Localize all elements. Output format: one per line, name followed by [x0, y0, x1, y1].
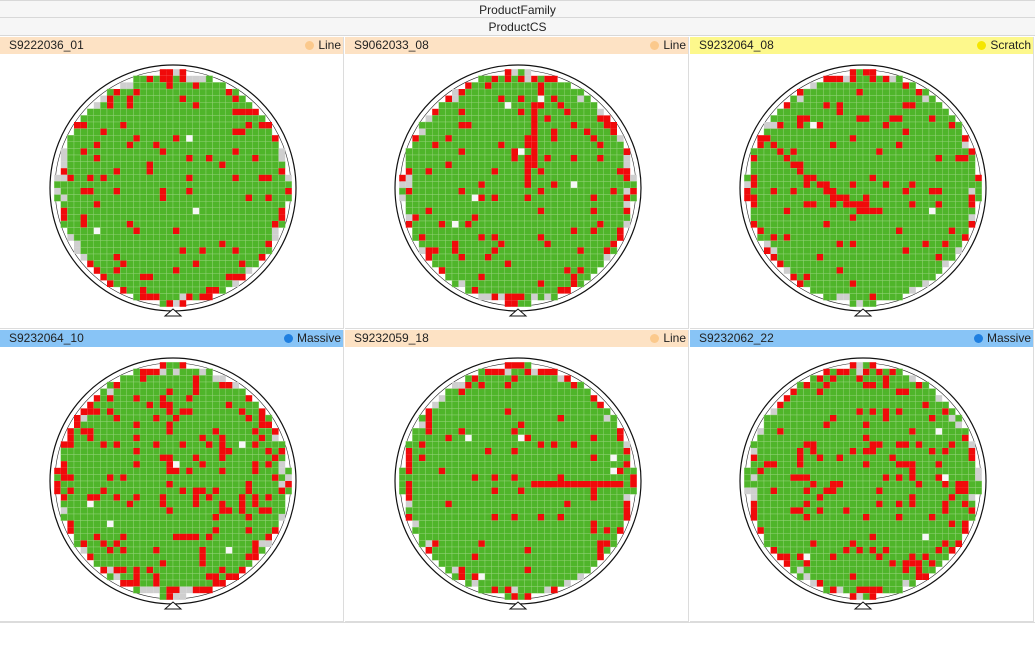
pattern-dot-icon [650, 41, 659, 50]
pattern-tag: Line [650, 330, 686, 347]
wafer-id-label: S9232062_22 [699, 330, 774, 347]
wafer-map[interactable] [738, 356, 988, 616]
wafer-title-bar: S9232062_22 Massive [690, 330, 1033, 347]
wafer-id-label: S9232059_18 [354, 330, 429, 347]
wafer-title-bar: S9232059_18 Line [345, 330, 688, 347]
wafer-id-label: S9232064_10 [9, 330, 84, 347]
pattern-tag: Massive [974, 330, 1031, 347]
wafer-title-bar: S9062033_08 Line [345, 37, 688, 54]
wafer-panel[interactable]: S9062033_08 Line [345, 37, 689, 329]
product-cs-header[interactable]: ProductCS [0, 18, 1035, 36]
wafer-title-bar: S9232064_10 Massive [0, 330, 343, 347]
wafer-map[interactable] [48, 356, 298, 616]
wafer-panel[interactable]: S9232064_08 Scratch [690, 37, 1034, 329]
pattern-label: Massive [987, 330, 1031, 347]
pattern-label: Scratch [990, 37, 1031, 54]
wafer-panel[interactable]: S9232059_18 Line [345, 330, 689, 622]
pattern-label: Massive [297, 330, 341, 347]
wafer-panel[interactable]: S9222036_01 Line [0, 37, 344, 329]
pattern-tag: Massive [284, 330, 341, 347]
pattern-dot-icon [650, 334, 659, 343]
pattern-label: Line [318, 37, 341, 54]
pattern-dot-icon [284, 334, 293, 343]
wafer-id-label: S9062033_08 [354, 37, 429, 54]
wafer-map[interactable] [48, 63, 298, 323]
pattern-tag: Line [650, 37, 686, 54]
wafer-map[interactable] [393, 63, 643, 323]
wafer-id-label: S9222036_01 [9, 37, 84, 54]
pattern-dot-icon [305, 41, 314, 50]
pattern-label: Line [663, 330, 686, 347]
pattern-dot-icon [977, 41, 986, 50]
wafer-id-label: S9232064_08 [699, 37, 774, 54]
wafer-title-bar: S9222036_01 Line [0, 37, 343, 54]
pattern-tag: Line [305, 37, 341, 54]
product-family-header[interactable]: ProductFamily [0, 0, 1035, 18]
wafer-title-bar: S9232064_08 Scratch [690, 37, 1033, 54]
footer-area [0, 622, 1035, 654]
wafer-panel[interactable]: S9232064_10 Massive [0, 330, 344, 622]
pattern-label: Line [663, 37, 686, 54]
wafer-panel[interactable]: S9232062_22 Massive [690, 330, 1034, 622]
pattern-dot-icon [974, 334, 983, 343]
pattern-tag: Scratch [977, 37, 1031, 54]
wafer-map[interactable] [393, 356, 643, 616]
wafer-map[interactable] [738, 63, 988, 323]
